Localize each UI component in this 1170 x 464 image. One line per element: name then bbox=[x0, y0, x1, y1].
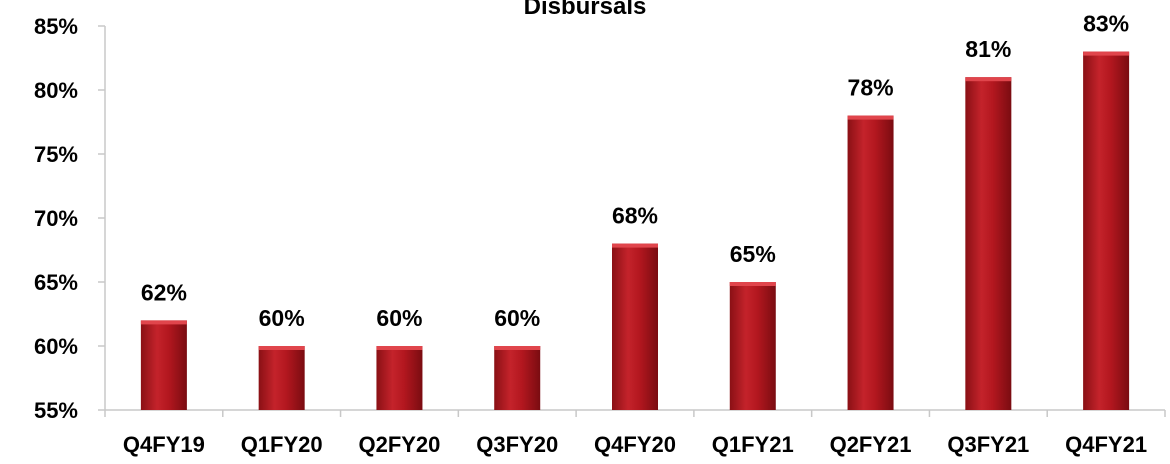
data-label: 60% bbox=[259, 305, 305, 331]
y-tick-label: 80% bbox=[34, 78, 78, 103]
bar bbox=[494, 346, 541, 410]
bar bbox=[1083, 51, 1130, 410]
bar-top-bevel bbox=[729, 282, 776, 286]
y-tick-label: 75% bbox=[34, 142, 78, 167]
data-label: 81% bbox=[965, 36, 1011, 62]
bar bbox=[729, 282, 776, 410]
y-tick-label: 85% bbox=[34, 14, 78, 39]
x-tick-label: Q3FY21 bbox=[947, 432, 1029, 457]
x-tick-label: Q2FY21 bbox=[830, 432, 912, 457]
data-label: 68% bbox=[612, 203, 658, 229]
bar-top-bevel bbox=[612, 243, 658, 248]
bar bbox=[376, 346, 423, 410]
bar-top-bevel bbox=[1083, 51, 1130, 56]
labels-group: 55% 60% 65% 70% 75% 80% 85% 62% Q4FY19 60% Q1FY20 6… bbox=[34, 11, 1147, 457]
bar-top-bevel bbox=[847, 115, 894, 120]
data-label: 62% bbox=[141, 279, 187, 305]
x-tick-label: Q1FY21 bbox=[712, 432, 794, 457]
x-tick-label: Q1FY20 bbox=[241, 432, 323, 457]
x-tick-label: Q2FY20 bbox=[358, 432, 440, 457]
data-label: 60% bbox=[494, 305, 540, 331]
x-tick-label: Q4FY20 bbox=[594, 432, 676, 457]
bars-group bbox=[140, 51, 1130, 410]
data-label: 60% bbox=[376, 305, 422, 331]
bar bbox=[140, 320, 187, 410]
x-tick-label: Q4FY21 bbox=[1065, 432, 1147, 457]
x-tick-label: Q3FY20 bbox=[476, 432, 558, 457]
y-tick-label: 55% bbox=[34, 398, 78, 423]
y-tick-label: 65% bbox=[34, 270, 78, 295]
data-label: 83% bbox=[1083, 11, 1129, 37]
bar-top-bevel bbox=[376, 346, 423, 350]
y-tick-label: 60% bbox=[34, 334, 78, 359]
bar-top-bevel bbox=[494, 346, 541, 350]
bar bbox=[258, 346, 305, 410]
bar-top-bevel bbox=[258, 346, 305, 350]
y-tick-label: 70% bbox=[34, 206, 78, 231]
bar bbox=[847, 115, 894, 410]
bar-top-bevel bbox=[140, 320, 187, 325]
data-label: 65% bbox=[730, 241, 776, 267]
bar bbox=[612, 243, 658, 410]
data-label: 78% bbox=[848, 75, 894, 101]
bar bbox=[965, 77, 1012, 410]
chart-title: Disbursals bbox=[524, 0, 647, 20]
x-tick-label: Q4FY19 bbox=[123, 432, 205, 457]
bar-top-bevel bbox=[965, 77, 1012, 82]
